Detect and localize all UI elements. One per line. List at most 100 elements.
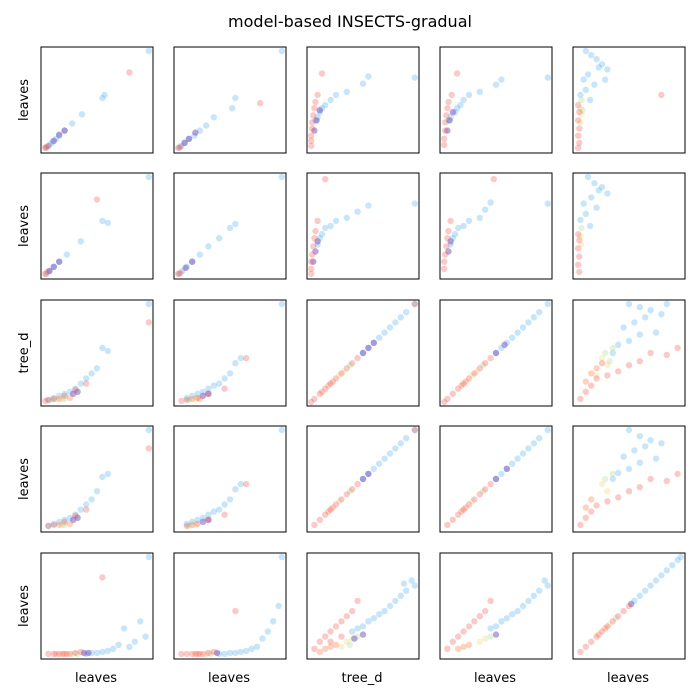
point-blue-r4-c2	[221, 501, 228, 508]
point-blue-r3-c3	[381, 329, 388, 336]
point-blue-r5-c3	[349, 628, 356, 635]
point-blue-r5-c3	[370, 615, 377, 622]
point-red-r2-c2	[175, 270, 182, 278]
point-blue-r2-c1	[104, 219, 112, 227]
point-blue-r5-c3	[411, 582, 418, 589]
point-blue-r2-c3	[332, 217, 340, 225]
point-red-r5-c1	[72, 649, 79, 657]
point-blue-r1-c5	[604, 66, 611, 73]
point-red-r5-c2	[178, 650, 185, 658]
panel-frame-r5-c4	[439, 552, 553, 660]
panel-grid	[40, 46, 686, 660]
point-red-r5-c2	[189, 650, 196, 658]
point-green-r3-c5	[609, 344, 616, 352]
point-red-r2-c5	[575, 231, 582, 238]
point-red-r3-c4	[460, 380, 467, 387]
point-blue-r4-c4	[509, 460, 516, 467]
point-yellow-r3-c1	[59, 395, 66, 403]
point-red-r5-c5	[620, 607, 627, 615]
point-purple-r4-c2	[205, 516, 212, 523]
point-blue-r5-c3	[400, 580, 408, 587]
panel-frame-r3-c2	[173, 299, 287, 407]
point-red-r3-c1	[42, 397, 49, 405]
point-blue-r4-c5	[631, 447, 638, 454]
point-red-r1-c3	[309, 125, 316, 132]
point-red-r1-c2	[175, 144, 182, 152]
point-purple-r5-c5	[628, 600, 635, 608]
point-purple-r5-c4	[492, 631, 500, 638]
point-blue-r2-c2	[196, 251, 203, 258]
point-orange-r5-c3	[322, 645, 329, 652]
point-blue-r3-c4	[536, 309, 543, 316]
point-blue-r5-c3	[392, 597, 399, 605]
point-green-r5-c3	[346, 641, 354, 648]
point-red-r4-c3	[327, 506, 334, 513]
point-green-r1-c5	[579, 107, 586, 114]
point-yellow-r2-c5	[577, 233, 584, 240]
point-blue-r3-c1	[56, 392, 63, 399]
point-blue-r3-c4	[509, 334, 516, 341]
point-blue-r5-c1	[99, 648, 106, 656]
point-blue-r3-c1	[88, 370, 95, 377]
point-purple-r5-c2	[213, 649, 221, 657]
point-orange-r3-c4	[462, 378, 469, 385]
point-purple-r2-c1	[46, 267, 53, 275]
point-blue-r1-c3	[411, 74, 418, 81]
point-blue-r2-c2	[176, 270, 183, 278]
point-red-r4-c5	[604, 498, 611, 505]
point-orange-r5-c3	[316, 648, 323, 656]
point-blue-r3-c4	[514, 329, 521, 336]
point-red-r1-c5	[576, 109, 583, 116]
point-blue-r4-c1	[50, 520, 57, 528]
point-blue-r2-c3	[327, 222, 334, 230]
point-red-r2-c4	[447, 217, 454, 225]
point-blue-r3-c2	[210, 382, 217, 389]
point-blue-r4-c1	[88, 496, 95, 503]
panel-frame-r1-c3	[306, 46, 420, 154]
point-red-r2-c5	[575, 245, 582, 252]
point-purple-r1-c3	[316, 107, 323, 114]
point-blue-r2-c5	[584, 173, 592, 181]
point-blue-r1-c4	[453, 105, 461, 112]
point-blue-r5-c5	[636, 592, 643, 599]
point-blue-r1-c5	[593, 56, 600, 63]
point-blue-r4-c2	[237, 480, 244, 488]
point-blue-r4-c5	[625, 426, 633, 434]
panel-frame-r3-c4	[439, 299, 553, 407]
point-red-r1-c3	[308, 137, 315, 144]
point-red-r4-c2	[194, 520, 201, 528]
point-blue-r4-c1	[61, 516, 68, 523]
point-green-r5-c2	[207, 650, 214, 658]
point-red-r5-c2	[183, 650, 190, 658]
point-red-r5-c3	[354, 597, 361, 605]
point-orange-r5-c4	[465, 641, 473, 648]
point-red-r1-c1	[43, 143, 50, 151]
point-red-r1-c3	[308, 142, 315, 150]
point-purple-r5-c3	[351, 635, 358, 642]
point-blue-r5-c1	[126, 643, 133, 650]
row-label-5: leaves	[17, 585, 32, 627]
point-green-r3-c2	[185, 396, 193, 404]
point-orange-r3-c2	[189, 395, 196, 403]
point-purple-r2-c1	[50, 263, 57, 270]
point-red-r3-c5	[604, 372, 611, 379]
point-blue-r4-c2	[194, 516, 201, 523]
point-purple-r1-c2	[192, 129, 199, 136]
point-red-r2-c1	[44, 268, 51, 276]
point-orange-r3-c3	[329, 378, 336, 385]
point-orange-r3-c1	[66, 394, 74, 402]
point-red-r4-c5	[577, 521, 584, 529]
point-red-r3-c4	[482, 360, 489, 367]
point-red-r3-c4	[476, 365, 483, 372]
point-blue-r3-c3	[386, 324, 394, 331]
point-orange-r4-c5	[582, 504, 589, 511]
point-yellow-r4-c2	[192, 521, 199, 529]
point-blue-r5-c3	[403, 587, 410, 594]
point-red-r5-c3	[338, 633, 345, 640]
point-orange-r5-c1	[63, 650, 70, 658]
point-red-r3-c2	[221, 385, 228, 392]
point-purple-r4-c3	[365, 470, 372, 478]
point-red-r1-c2	[177, 143, 184, 151]
point-blue-r2-c5	[595, 187, 602, 194]
